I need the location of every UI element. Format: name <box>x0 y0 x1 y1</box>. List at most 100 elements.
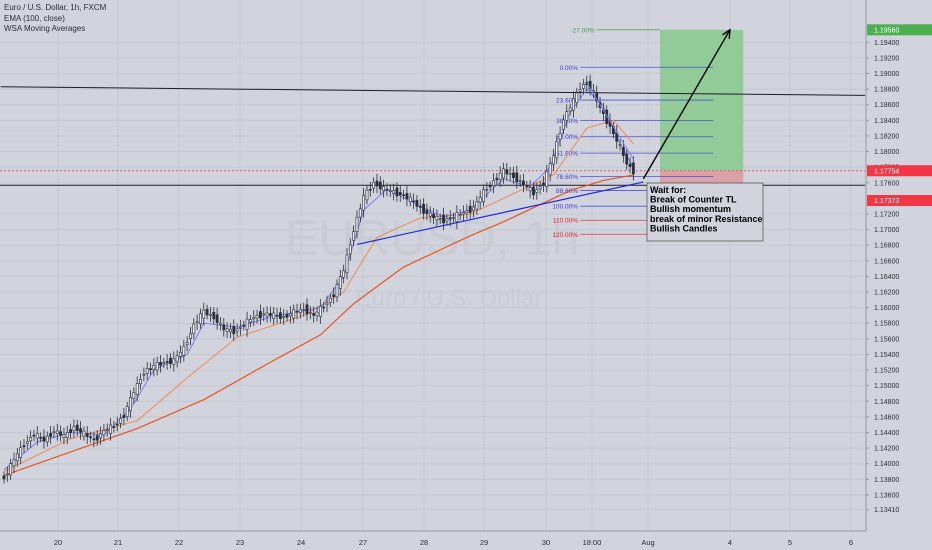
legend-ema[interactable]: EMA (100, close) <box>4 13 65 23</box>
candle <box>242 325 246 327</box>
candle <box>438 218 442 221</box>
candle <box>119 418 122 424</box>
candle <box>355 217 359 232</box>
candle <box>82 430 86 437</box>
wsa-short-line <box>3 88 634 471</box>
price-tick-label: 1.14400 <box>874 430 899 437</box>
candle <box>102 430 106 436</box>
candle <box>425 209 429 214</box>
candle <box>39 437 43 439</box>
time-tick-label: 24 <box>297 538 305 547</box>
candle <box>388 190 392 192</box>
price-tick-label: 1.17000 <box>874 227 899 234</box>
candle <box>212 311 216 320</box>
candle <box>415 200 419 207</box>
candle <box>69 429 73 433</box>
candle <box>448 217 452 220</box>
price-tag-label: 1.17754 <box>874 168 899 175</box>
fib-level-label: -27.00% <box>571 27 595 34</box>
candle <box>452 217 455 219</box>
annotation-box-frame <box>646 182 764 242</box>
price-tag <box>867 24 932 36</box>
candle <box>105 429 109 432</box>
candle <box>239 327 242 329</box>
candle <box>202 309 206 319</box>
candle <box>508 173 512 176</box>
candle <box>49 433 53 437</box>
candle <box>259 311 262 319</box>
candle <box>422 203 425 214</box>
candle <box>149 368 152 370</box>
price-tick-label: 1.16000 <box>874 305 899 312</box>
projection-arrow-head <box>722 28 731 39</box>
candle <box>515 172 519 182</box>
watermark-name: Euro / U.S. Dollar <box>356 285 543 312</box>
candle <box>29 437 33 442</box>
candle <box>468 205 472 213</box>
candle <box>245 318 249 330</box>
price-tick-label: 1.16400 <box>874 274 899 281</box>
legend-symbol[interactable]: Euro / U.S. Dollar, 1h, FXCM <box>4 3 107 12</box>
price-tick-label: 1.16600 <box>874 258 899 265</box>
candle <box>402 194 406 197</box>
price-tick-label: 1.18000 <box>874 149 899 156</box>
candle <box>209 314 212 316</box>
chart-legend: Euro / U.S. Dollar, 1h, FXCM EMA (100, c… <box>4 3 106 35</box>
time-tick-label: 5 <box>788 538 792 547</box>
legend-wsa[interactable]: WSA Moving Averages <box>4 24 86 33</box>
time-tick-label: 23 <box>236 538 244 547</box>
candle <box>318 306 322 317</box>
price-tick-label: 1.18400 <box>874 118 899 125</box>
candle <box>518 179 522 182</box>
candle <box>65 432 69 438</box>
price-tag <box>867 194 932 206</box>
candle <box>89 436 92 439</box>
candle <box>2 475 6 480</box>
fib-level-label: 100.00% <box>552 204 578 211</box>
candle <box>332 294 336 298</box>
candle <box>488 185 492 188</box>
time-tick-label: 4 <box>728 538 732 547</box>
price-tick-label: 1.17600 <box>874 180 899 187</box>
candle <box>79 428 82 433</box>
candle <box>5 473 9 476</box>
fib-level-label: 120.00% <box>552 232 578 239</box>
candle <box>492 180 495 187</box>
candle <box>328 297 332 303</box>
candle <box>432 213 435 219</box>
price-tick-label: 1.14200 <box>874 446 899 453</box>
ema-line <box>3 174 634 476</box>
candle <box>252 317 256 320</box>
candle <box>345 254 349 274</box>
price-tick-label: 1.14600 <box>874 414 899 421</box>
candle <box>621 147 625 156</box>
price-tick-label: 1.16800 <box>874 243 899 250</box>
candles <box>2 74 635 484</box>
candle <box>535 189 539 193</box>
candle <box>162 362 166 364</box>
price-tick-label: 1.13600 <box>874 492 899 499</box>
candle <box>295 310 299 313</box>
candle <box>265 312 269 317</box>
candle <box>335 284 339 298</box>
candle <box>312 313 316 316</box>
fib-level-label: 110.00% <box>553 218 578 225</box>
candle <box>495 177 499 181</box>
annotation-line: Break of Counter TL <box>650 195 737 205</box>
candle <box>378 181 382 190</box>
candle <box>528 187 532 192</box>
candle <box>95 435 99 441</box>
candle <box>372 182 376 189</box>
candle <box>219 322 222 325</box>
price-axis-bg <box>866 0 932 550</box>
price-tick-label: 1.13800 <box>874 477 899 484</box>
candle <box>348 244 352 255</box>
candle <box>365 189 369 201</box>
candle <box>145 368 149 374</box>
candle <box>375 180 379 187</box>
candle <box>25 441 29 444</box>
time-tick-label: 22 <box>175 538 183 547</box>
